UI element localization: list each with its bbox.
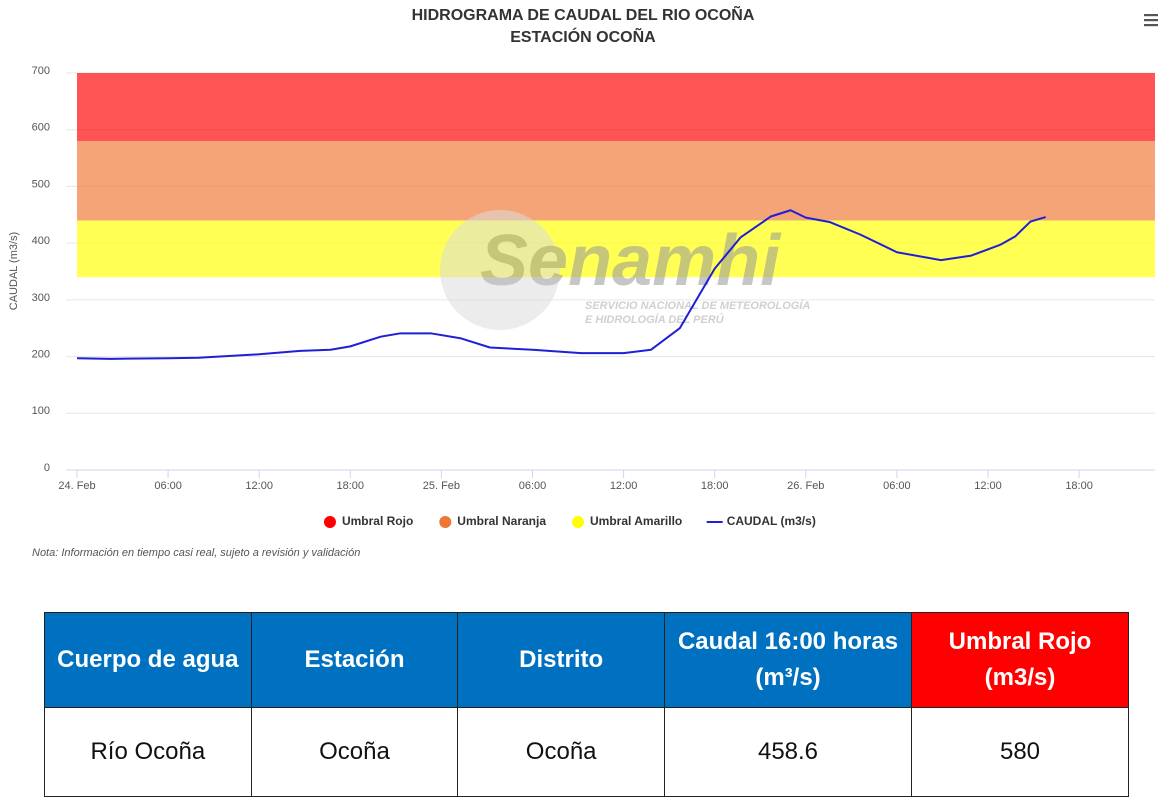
y-tick-label: 600: [32, 122, 50, 134]
y-tick-label: 100: [32, 405, 50, 417]
cell: Río Ocoña: [44, 707, 252, 797]
x-tick-label: 12:00: [610, 480, 638, 492]
x-tick-label: 25. Feb: [423, 480, 460, 492]
header-cell: Cuerpo de agua: [44, 612, 252, 708]
cell: 458.6: [664, 707, 912, 797]
x-tick-label: 06:00: [883, 480, 911, 492]
threshold-band: [77, 141, 1155, 221]
x-tick-label: 18:00: [337, 480, 365, 492]
x-tick-label: 26. Feb: [787, 480, 824, 492]
watermark-line: SERVICIO NACIONAL DE METEOROLOGÍA: [585, 299, 810, 312]
x-tick-label: 12:00: [245, 480, 273, 492]
cell: 580: [911, 707, 1129, 797]
header-cell: Caudal 16:00 horas (m³/s): [664, 612, 912, 708]
note: Nota: Información en tiempo casi real, s…: [32, 547, 360, 559]
x-tick-label: 24. Feb: [58, 480, 95, 492]
x-tick-label: 06:00: [519, 480, 547, 492]
legend-marker: [323, 516, 336, 528]
threshold-band: [77, 220, 1155, 278]
legend-label: Umbral Naranja: [457, 514, 546, 528]
chart-subtitle: ESTACIÓN OCOÑA: [510, 26, 656, 46]
watermark-name: Senamhi: [480, 221, 782, 301]
header-cell: Estación: [250, 612, 459, 708]
menu-bar: [1144, 19, 1158, 22]
legend-marker: [439, 516, 452, 528]
x-tick-label: 18:00: [1065, 480, 1093, 492]
legend-marker: [572, 516, 585, 528]
chart-title: HIDROGRAMA DE CAUDAL DEL RIO OCOÑA: [412, 4, 755, 24]
y-tick-label: 500: [32, 178, 50, 190]
legend-label: Umbral Rojo: [342, 514, 413, 528]
x-tick-label: 12:00: [974, 480, 1002, 492]
x-tick-label: 06:00: [154, 480, 182, 492]
legend-label: Umbral Amarillo: [590, 514, 682, 528]
menu-button[interactable]: [1144, 14, 1158, 27]
y-tick-label: 700: [32, 65, 50, 77]
y-tick-label: 300: [32, 292, 50, 304]
legend: Umbral Rojo Umbral Naranja Umbral Amarillo…: [323, 514, 816, 528]
legend-label: CAUDAL (m3/s): [727, 514, 816, 528]
data-table: Cuerpo de agua Estación Distrito Caudal …: [44, 612, 1129, 797]
cell: Ocoña: [250, 707, 459, 797]
menu-bar: [1144, 24, 1158, 27]
y-tick-label: 200: [32, 348, 50, 360]
watermark-line: E HIDROLOGÍA DEL PERÚ: [585, 313, 725, 326]
header-cell: Distrito: [457, 612, 665, 708]
cell: Ocoña: [457, 707, 665, 797]
header-cell: Umbral Rojo (m3/s): [911, 612, 1129, 708]
x-tick-label: 18:00: [701, 480, 729, 492]
body-row: Río Ocoña Ocoña Ocoña 458.6 580: [44, 707, 1129, 797]
data-line: [76, 209, 1046, 360]
y-axis-label: CAUDAL (m3/s): [8, 232, 20, 310]
threshold-band: [77, 73, 1155, 142]
y-tick-label: 0: [44, 462, 50, 474]
chart: HIDROGRAMA DE CAUDAL DEL RIO OCOÑA ESTAC…: [8, 4, 1158, 559]
y-tick-label: 400: [32, 235, 50, 247]
watermark-sun: [440, 210, 560, 330]
menu-bar: [1144, 14, 1158, 17]
header-row: Cuerpo de agua Estación Distrito Caudal …: [44, 612, 1129, 708]
